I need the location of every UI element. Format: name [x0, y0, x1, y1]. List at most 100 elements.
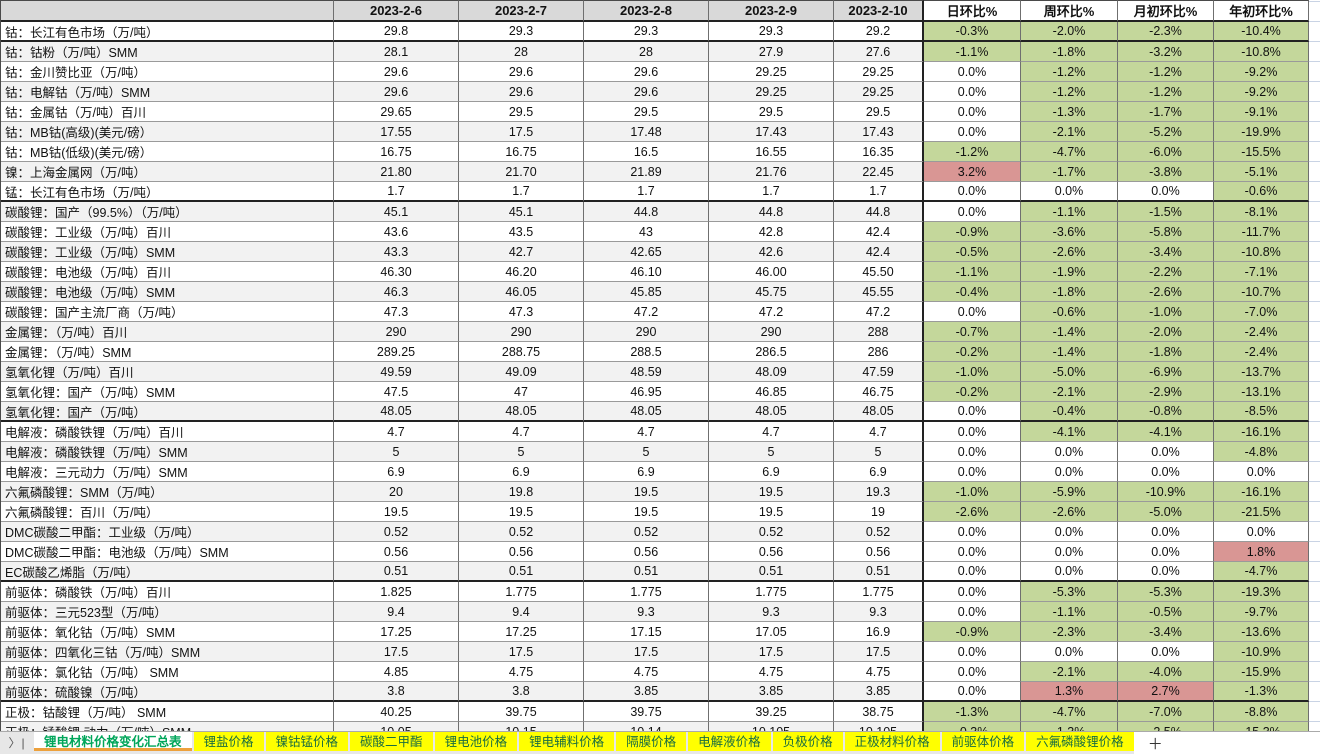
pct-cell[interactable]: -0.8%	[1118, 402, 1214, 422]
pct-cell[interactable]: -10.7%	[1214, 282, 1309, 302]
pct-cell[interactable]: -1.8%	[1021, 282, 1118, 302]
price-cell[interactable]: 29.6	[459, 62, 584, 82]
pct-cell[interactable]: 0.0%	[1021, 462, 1118, 482]
price-cell[interactable]: 10.105	[709, 722, 834, 731]
row-label-cell[interactable]: 氢氧化锂（万/吨）百川	[1, 362, 334, 382]
date-column-header[interactable]: 2023-2-8	[584, 0, 709, 22]
price-cell[interactable]: 17.15	[584, 622, 709, 642]
price-cell[interactable]: 19.5	[709, 502, 834, 522]
sheet-tab[interactable]: 正极材料价格	[844, 732, 940, 751]
row-label-cell[interactable]: 前驱体：硫酸镍（万/吨）	[1, 682, 334, 702]
price-cell[interactable]: 6.9	[834, 462, 924, 482]
pct-cell[interactable]: -1.3%	[1021, 722, 1118, 731]
price-cell[interactable]: 42.8	[709, 222, 834, 242]
price-cell[interactable]: 1.825	[334, 582, 459, 602]
pct-cell[interactable]: -2.2%	[1118, 262, 1214, 282]
pct-cell[interactable]: 0.0%	[924, 642, 1021, 662]
row-label-cell[interactable]: 锰：长江有色市场（万/吨）	[1, 182, 334, 202]
price-cell[interactable]: 5	[334, 442, 459, 462]
price-cell[interactable]: 43.6	[334, 222, 459, 242]
pct-cell[interactable]: -1.7%	[1021, 162, 1118, 182]
pct-cell[interactable]: -10.8%	[1214, 42, 1309, 62]
price-cell[interactable]: 4.75	[709, 662, 834, 682]
price-cell[interactable]: 6.9	[334, 462, 459, 482]
row-label-cell[interactable]: EC碳酸乙烯脂（万/吨）	[1, 562, 334, 582]
price-cell[interactable]: 3.85	[584, 682, 709, 702]
price-cell[interactable]: 27.9	[709, 42, 834, 62]
pct-cell[interactable]: 1.8%	[1214, 542, 1309, 562]
price-cell[interactable]: 46.75	[834, 382, 924, 402]
price-cell[interactable]: 46.20	[459, 262, 584, 282]
pct-cell[interactable]: -13.6%	[1214, 622, 1309, 642]
row-label-cell[interactable]: 正极：钴酸锂（万/吨） SMM	[1, 702, 334, 722]
price-cell[interactable]: 29.5	[834, 102, 924, 122]
price-cell[interactable]: 44.8	[709, 202, 834, 222]
add-sheet-button[interactable]: ＋	[1147, 736, 1163, 753]
pct-cell[interactable]: 0.0%	[1118, 462, 1214, 482]
pct-cell[interactable]: -1.2%	[1118, 82, 1214, 102]
price-cell[interactable]: 10.15	[459, 722, 584, 731]
pct-cell[interactable]: -5.2%	[1118, 122, 1214, 142]
pct-cell[interactable]: -3.2%	[1118, 42, 1214, 62]
price-cell[interactable]: 29.65	[334, 102, 459, 122]
pct-cell[interactable]: -1.5%	[1118, 202, 1214, 222]
price-cell[interactable]: 4.7	[459, 422, 584, 442]
pct-cell[interactable]: -5.3%	[1118, 582, 1214, 602]
price-cell[interactable]: 17.25	[459, 622, 584, 642]
price-cell[interactable]: 0.56	[834, 542, 924, 562]
sheet-tab[interactable]: 锂电池价格	[434, 732, 518, 751]
sheet-tab[interactable]: 镍钴锰价格	[265, 732, 349, 751]
price-cell[interactable]: 39.75	[584, 702, 709, 722]
pct-cell[interactable]: -5.3%	[1021, 582, 1118, 602]
row-label-cell[interactable]: 前驱体：氧化钴（万/吨）SMM	[1, 622, 334, 642]
pct-cell[interactable]: -1.1%	[924, 42, 1021, 62]
price-cell[interactable]: 16.75	[459, 142, 584, 162]
price-cell[interactable]: 0.51	[834, 562, 924, 582]
pct-cell[interactable]: 0.0%	[924, 422, 1021, 442]
pct-cell[interactable]: -5.8%	[1118, 222, 1214, 242]
pct-cell[interactable]: -1.2%	[1021, 62, 1118, 82]
price-cell[interactable]: 48.05	[834, 402, 924, 422]
price-cell[interactable]: 0.51	[334, 562, 459, 582]
price-cell[interactable]: 45.1	[459, 202, 584, 222]
price-cell[interactable]: 46.00	[709, 262, 834, 282]
price-cell[interactable]: 10.14	[584, 722, 709, 731]
pct-cell[interactable]: -0.2%	[924, 382, 1021, 402]
row-label-cell[interactable]: 电解液：磷酸铁锂（万/吨）百川	[1, 422, 334, 442]
price-cell[interactable]: 17.5	[459, 642, 584, 662]
row-label-cell[interactable]: 碳酸锂：电池级（万/吨）百川	[1, 262, 334, 282]
price-cell[interactable]: 46.10	[584, 262, 709, 282]
pct-cell[interactable]: -9.1%	[1214, 102, 1309, 122]
price-cell[interactable]: 45.50	[834, 262, 924, 282]
pct-cell[interactable]: -8.1%	[1214, 202, 1309, 222]
pct-cell[interactable]: 0.0%	[924, 62, 1021, 82]
pct-cell[interactable]: 0.0%	[1021, 442, 1118, 462]
price-cell[interactable]: 42.7	[459, 242, 584, 262]
pct-cell[interactable]: -0.6%	[1021, 302, 1118, 322]
price-cell[interactable]: 48.59	[584, 362, 709, 382]
pct-cell[interactable]: -6.0%	[1118, 142, 1214, 162]
price-cell[interactable]: 0.51	[584, 562, 709, 582]
pct-cell[interactable]: 0.0%	[1118, 642, 1214, 662]
price-cell[interactable]: 4.7	[584, 422, 709, 442]
price-cell[interactable]: 0.51	[709, 562, 834, 582]
row-label-cell[interactable]: 钴：金川赞比亚（万/吨）	[1, 62, 334, 82]
price-cell[interactable]: 6.9	[584, 462, 709, 482]
sheet-tab-active[interactable]: 锂电材料价格变化汇总表	[34, 732, 192, 751]
row-label-cell[interactable]: 碳酸锂：国产（99.5%）（万/吨）	[1, 202, 334, 222]
price-cell[interactable]: 288.5	[584, 342, 709, 362]
pct-cell[interactable]: -11.7%	[1214, 222, 1309, 242]
sheet-tab[interactable]: 锂盐价格	[193, 732, 264, 751]
row-label-cell[interactable]: 六氟磷酸锂：SMM（万/吨）	[1, 482, 334, 502]
price-cell[interactable]: 47.2	[834, 302, 924, 322]
price-cell[interactable]: 1.7	[834, 182, 924, 202]
row-label-cell[interactable]: 钴：金属钴（万/吨）百川	[1, 102, 334, 122]
pct-cell[interactable]: -0.4%	[924, 282, 1021, 302]
price-cell[interactable]: 48.09	[709, 362, 834, 382]
pct-cell[interactable]: -9.7%	[1214, 602, 1309, 622]
pct-cell[interactable]: -4.7%	[1214, 562, 1309, 582]
price-cell[interactable]: 29.6	[334, 82, 459, 102]
pct-cell[interactable]: 2.7%	[1118, 682, 1214, 702]
price-cell[interactable]: 1.775	[834, 582, 924, 602]
pct-cell[interactable]: -16.1%	[1214, 482, 1309, 502]
